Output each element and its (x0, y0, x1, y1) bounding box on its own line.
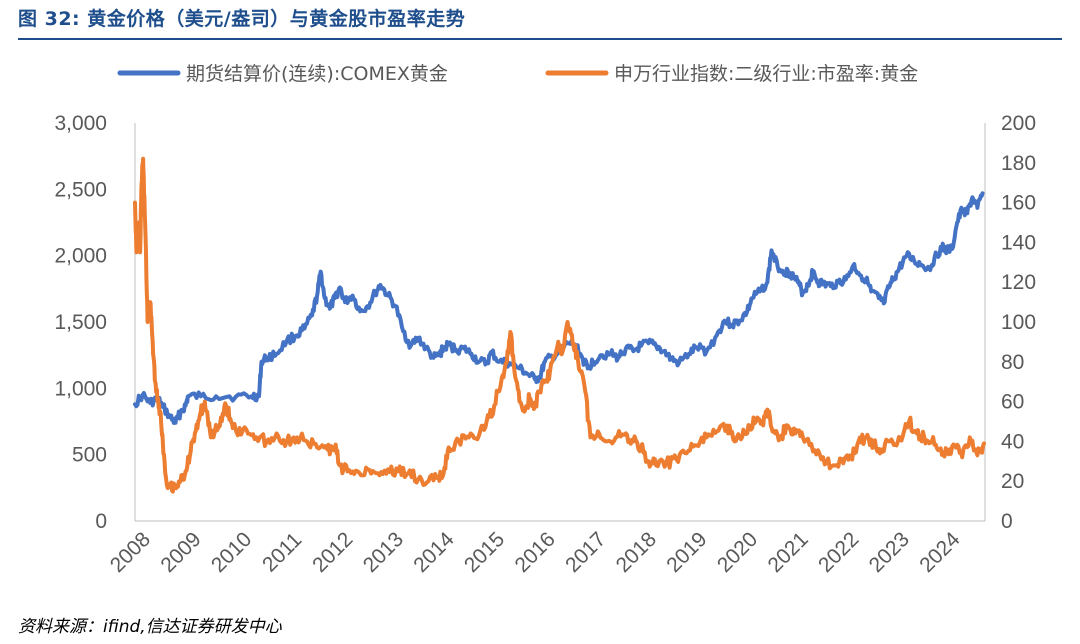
y-right-tick-label: 0 (1001, 510, 1013, 533)
series-line-gold-pe (133, 156, 986, 494)
x-tick-label: 2010 (207, 528, 256, 577)
legend-label-gold-price: 期货结算价(连续):COMEX黄金 (186, 63, 448, 85)
x-tick-label: 2014 (409, 528, 459, 578)
x-tick-label: 2021 (763, 528, 812, 577)
x-tick-label: 2012 (308, 528, 357, 577)
x-axis-ticks: 2008 2009 2010 2011 2012 2013 2014 2015 2016 2017… (106, 528, 965, 578)
right-axis-ticks: 0 20 40 60 80 100 120 140 160 180 200 (1001, 112, 1036, 533)
y-left-tick-label: 1,500 (54, 311, 107, 334)
x-tick-label: 2013 (359, 528, 408, 577)
y-right-tick-label: 160 (1001, 192, 1036, 215)
source-note: 资料来源：ifind,信达证券研发中心 (18, 617, 282, 637)
left-axis-ticks: 0 500 1,000 1,500 2,000 2,500 3,000 (54, 112, 107, 533)
y-left-tick-label: 3,000 (54, 112, 107, 135)
x-tick-label: 2017 (561, 528, 610, 577)
x-tick-label: 2018 (612, 528, 661, 577)
y-right-tick-label: 100 (1001, 311, 1036, 334)
y-right-tick-label: 140 (1001, 231, 1036, 254)
legend: 期货结算价(连续):COMEX黄金 申万行业指数:二级行业:市盈率:黄金 (117, 63, 918, 85)
x-tick-label: 2024 (915, 528, 965, 578)
y-right-tick-label: 200 (1001, 112, 1036, 135)
series-line-gold-price (133, 191, 985, 425)
legend-label-gold-pe: 申万行业指数:二级行业:市盈率:黄金 (614, 63, 918, 85)
series-layer (133, 156, 986, 494)
x-tick-label: 2011 (258, 528, 306, 576)
x-tick-label: 2023 (865, 528, 914, 577)
title-rule (18, 38, 1062, 40)
y-right-tick-label: 180 (1001, 152, 1036, 175)
figure-title: 图 32: 黄金价格（美元/盎司）与黄金股市盈率走势 (18, 8, 466, 30)
x-tick-label: 2019 (662, 528, 711, 577)
y-left-tick-label: 500 (72, 444, 107, 467)
chart: 期货结算价(连续):COMEX黄金 申万行业指数:二级行业:市盈率:黄金 0 50… (54, 63, 1036, 578)
y-right-tick-label: 40 (1001, 430, 1024, 453)
x-tick-label: 2008 (106, 528, 155, 577)
x-tick-label: 2020 (713, 528, 762, 577)
y-right-tick-label: 20 (1001, 470, 1024, 493)
x-tick-label: 2015 (460, 528, 509, 577)
y-left-tick-label: 1,000 (54, 377, 107, 400)
x-tick-label: 2022 (814, 528, 863, 577)
y-left-tick-label: 2,500 (54, 178, 107, 201)
y-right-tick-label: 80 (1001, 351, 1024, 374)
y-right-tick-label: 120 (1001, 271, 1036, 294)
x-tick-label: 2016 (511, 528, 560, 577)
y-right-tick-label: 60 (1001, 391, 1024, 414)
y-left-tick-label: 0 (95, 510, 107, 533)
x-tick-label: 2009 (156, 528, 205, 577)
y-left-tick-label: 2,000 (54, 245, 107, 268)
